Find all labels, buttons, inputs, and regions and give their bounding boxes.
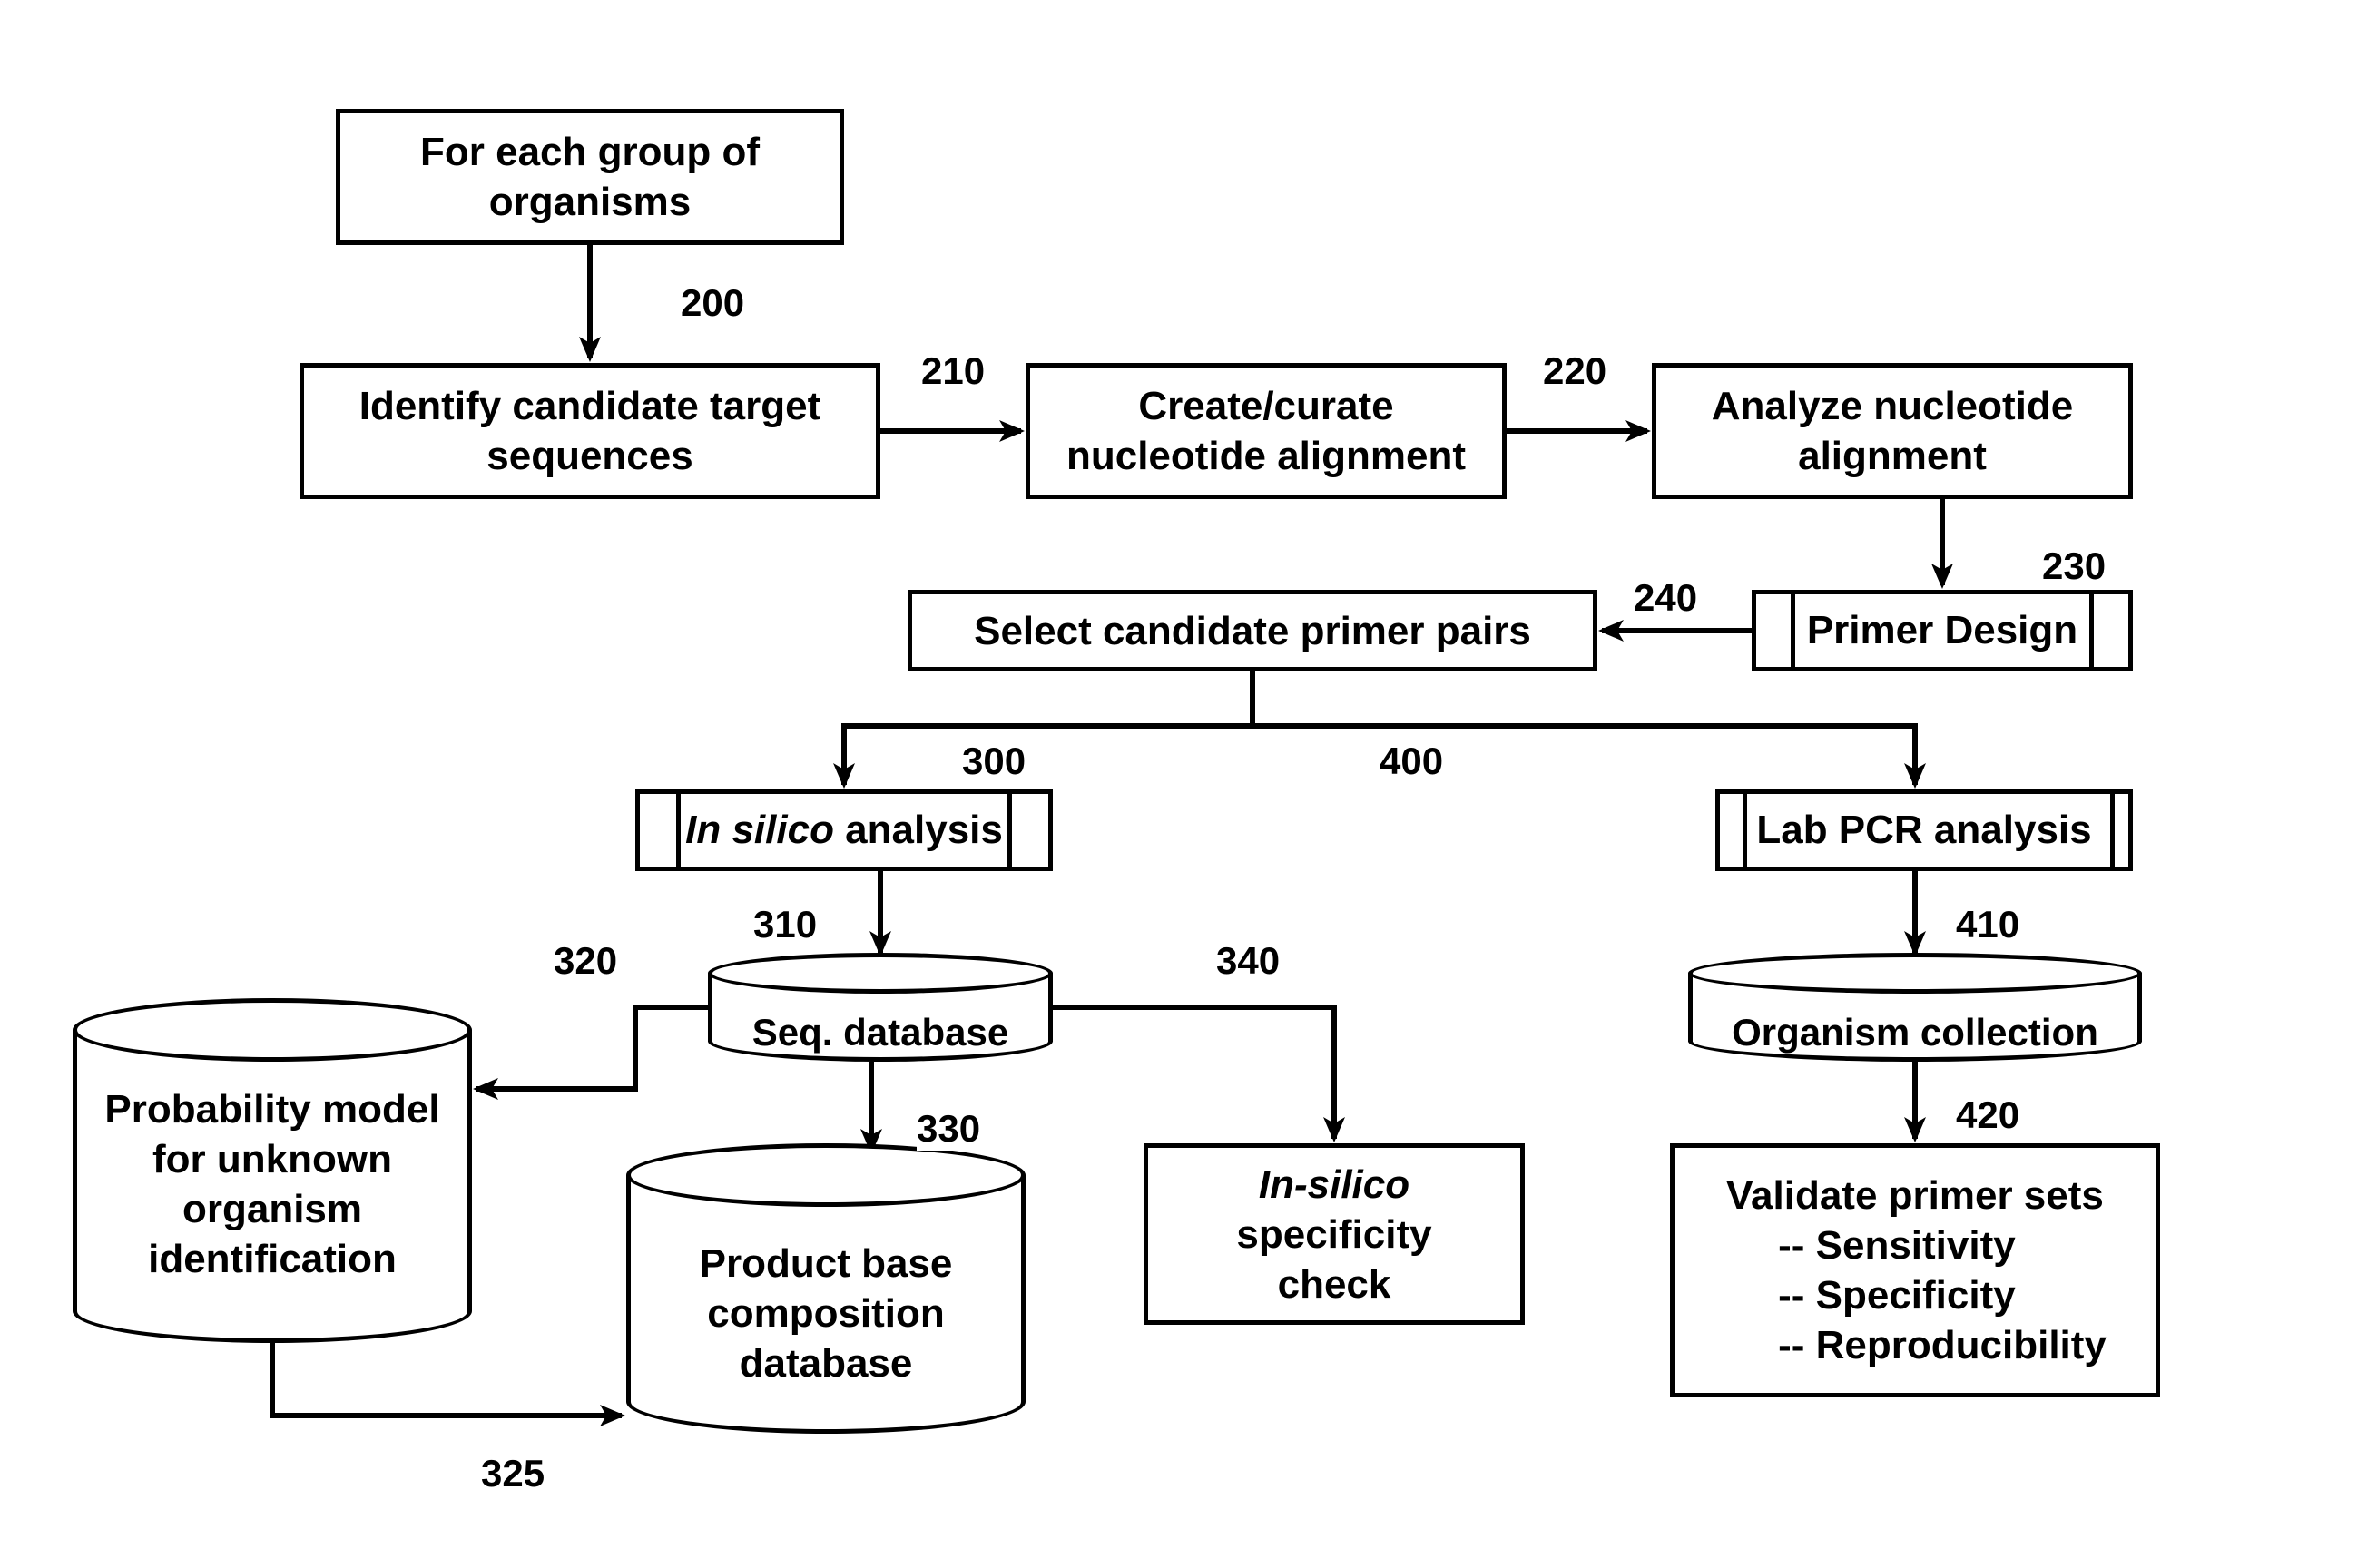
edge-label-230: 230	[2042, 544, 2106, 588]
flowchart-canvas: For each group oforganisms Identify cand…	[0, 0, 2367, 1568]
node-label: Seq. database	[752, 1011, 1008, 1054]
node-in-silico-specificity-check: In-silicospecificitycheck	[1144, 1143, 1525, 1325]
edge-label-420: 420	[1956, 1093, 2019, 1137]
node-label: Validate primer sets -- Sensitivity -- S…	[1724, 1171, 2107, 1370]
edge-label-310: 310	[753, 903, 817, 946]
node-label: Create/curatenucleotide alignment	[1066, 381, 1466, 481]
node-probability-model: Probability modelfor unknownorganismiden…	[73, 998, 472, 1343]
edge-label-330: 330	[917, 1107, 980, 1151]
node-label: Lab PCR analysis	[1756, 808, 2091, 853]
edge-label-220: 220	[1543, 349, 1606, 393]
node-label: Product basecompositiondatabase	[700, 1241, 953, 1386]
edge-label-325: 325	[481, 1452, 545, 1495]
edge-label-400: 400	[1380, 740, 1443, 783]
node-label: For each group oforganisms	[420, 127, 760, 227]
node-in-silico-analysis: .sp-insilico::before{left:40px}.sp-insil…	[635, 789, 1053, 871]
node-label: Select candidate primer pairs	[974, 606, 1531, 656]
edge-label-320: 320	[554, 939, 617, 983]
node-label: Probability modelfor unknownorganismiden…	[104, 1087, 439, 1281]
node-label: Primer Design	[1807, 608, 2077, 653]
edge-label-210: 210	[921, 349, 985, 393]
edge-label-300: 300	[962, 740, 1026, 783]
edge-label-240: 240	[1634, 576, 1697, 620]
node-validate-primer-sets: Validate primer sets -- Sensitivity -- S…	[1670, 1143, 2160, 1397]
node-label: Identify candidate targetsequences	[359, 381, 821, 481]
node-create-alignment: Create/curatenucleotide alignment	[1026, 363, 1507, 499]
node-label: Analyze nucleotidealignment	[1712, 381, 2074, 481]
node-lab-pcr-analysis: .sp-labpcr::before{left:25px}.sp-labpcr:…	[1715, 789, 2133, 871]
edge-label-340: 340	[1216, 939, 1280, 983]
node-organism-collection: Organism collection	[1688, 953, 2142, 1062]
node-primer-design: .sp-primer::before{left:38px}.sp-primer:…	[1752, 590, 2133, 671]
node-product-base-composition-db: Product basecompositiondatabase	[626, 1143, 1026, 1434]
node-identify-targets: Identify candidate targetsequences	[300, 363, 880, 499]
node-select-primer-pairs: Select candidate primer pairs	[908, 590, 1597, 671]
node-for-each-group: For each group oforganisms	[336, 109, 844, 245]
edge-label-410: 410	[1956, 903, 2019, 946]
edge-label-200: 200	[681, 281, 744, 325]
node-analyze-alignment: Analyze nucleotidealignment	[1652, 363, 2133, 499]
node-label: Organism collection	[1732, 1011, 2098, 1054]
node-label: In silico analysis	[685, 808, 1003, 853]
node-label: In-silicospecificitycheck	[1236, 1160, 1431, 1309]
node-seq-database: Seq. database	[708, 953, 1053, 1062]
